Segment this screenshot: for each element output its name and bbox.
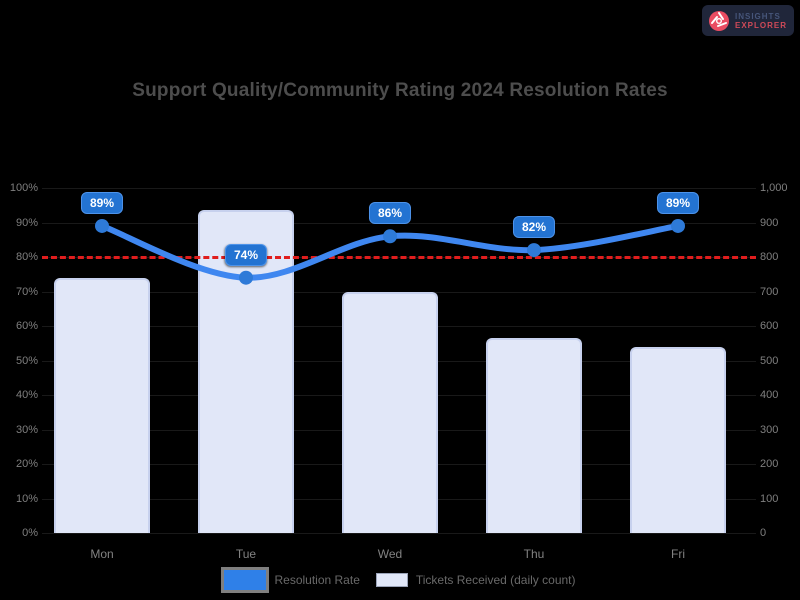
point-value-label: 89% (80, 191, 124, 214)
bar-mon[interactable] (54, 277, 150, 533)
brand-name-line2: EXPLORER (735, 20, 788, 30)
y-axis-right-tick-label: 900 (760, 216, 779, 229)
x-axis-tick-label: Thu (523, 547, 545, 561)
y-axis-left-tick-label: 0% (22, 527, 38, 539)
chart-title: Support Quality/Community Rating 2024 Re… (132, 80, 668, 101)
y-axis-left-tick-label: 60% (15, 320, 38, 332)
y-axis-left-tick-label: 10% (15, 492, 38, 505)
y-axis-left-tick-label: 30% (15, 423, 38, 436)
chart-legend: Resolution Rate Tickets Received (daily … (0, 566, 800, 594)
target-line (42, 256, 756, 259)
legend-label: Tickets Received (daily count) (415, 573, 576, 587)
line-point-marker[interactable] (671, 218, 685, 233)
legend-label: Resolution Rate (274, 573, 360, 587)
y-axis-left-tick-label: 70% (15, 285, 38, 298)
gridline (42, 188, 756, 189)
y-axis-right-tick-label: 0 (760, 527, 767, 539)
x-axis-tick-label: Tue (235, 547, 257, 561)
legend-item-resolution-rate[interactable]: Resolution Rate (221, 567, 360, 593)
legend-swatch-line-series (221, 567, 270, 593)
y-axis-left-tick-label: 20% (15, 458, 38, 470)
y-axis-left-tick-label: 40% (15, 389, 38, 401)
brand-logo: INSIGHTS EXPLORER (702, 5, 794, 36)
x-axis-tick-label: Fri (671, 547, 685, 561)
y-axis-left-tick-label: 90% (15, 216, 38, 229)
bar-wed[interactable] (342, 291, 438, 533)
gridline (42, 533, 756, 534)
y-axis-right-tick-label: 200 (760, 458, 779, 470)
y-axis-left-tick-label: 50% (15, 354, 38, 367)
point-value-label: 74% (224, 243, 268, 266)
legend-item-tickets-received[interactable]: Tickets Received (daily count) (375, 573, 576, 587)
y-axis-left-tick-label: 100% (9, 182, 38, 194)
y-axis-right-tick-label: 1,000 (760, 182, 788, 194)
y-axis-right-tick-label: 100 (760, 492, 779, 505)
x-axis-tick-label: Mon (90, 547, 114, 561)
y-axis-right-tick-label: 400 (760, 389, 779, 401)
y-axis-right-tick-label: 600 (760, 320, 779, 332)
x-axis-tick-label: Wed (377, 547, 403, 561)
brand-shutter-icon (708, 10, 730, 32)
point-value-label: 82% (512, 216, 556, 239)
bar-thu[interactable] (486, 338, 582, 533)
legend-swatch-bar-series (375, 573, 408, 587)
line-point-marker[interactable] (95, 218, 109, 233)
line-point-marker[interactable] (527, 243, 541, 258)
brand-name-line1: INSIGHTS (735, 11, 781, 21)
y-axis-right-tick-label: 700 (760, 285, 779, 298)
point-value-label: 89% (656, 191, 700, 214)
resolution-rate-line (99, 222, 681, 281)
y-axis-right-tick-label: 800 (760, 251, 779, 263)
point-value-label: 86% (368, 202, 412, 225)
y-axis-right-tick-label: 500 (760, 354, 779, 367)
y-axis-left-tick-label: 80% (15, 251, 38, 263)
bar-fri[interactable] (630, 346, 726, 533)
line-point-marker[interactable] (383, 229, 397, 244)
y-axis-right-tick-label: 300 (760, 423, 779, 436)
